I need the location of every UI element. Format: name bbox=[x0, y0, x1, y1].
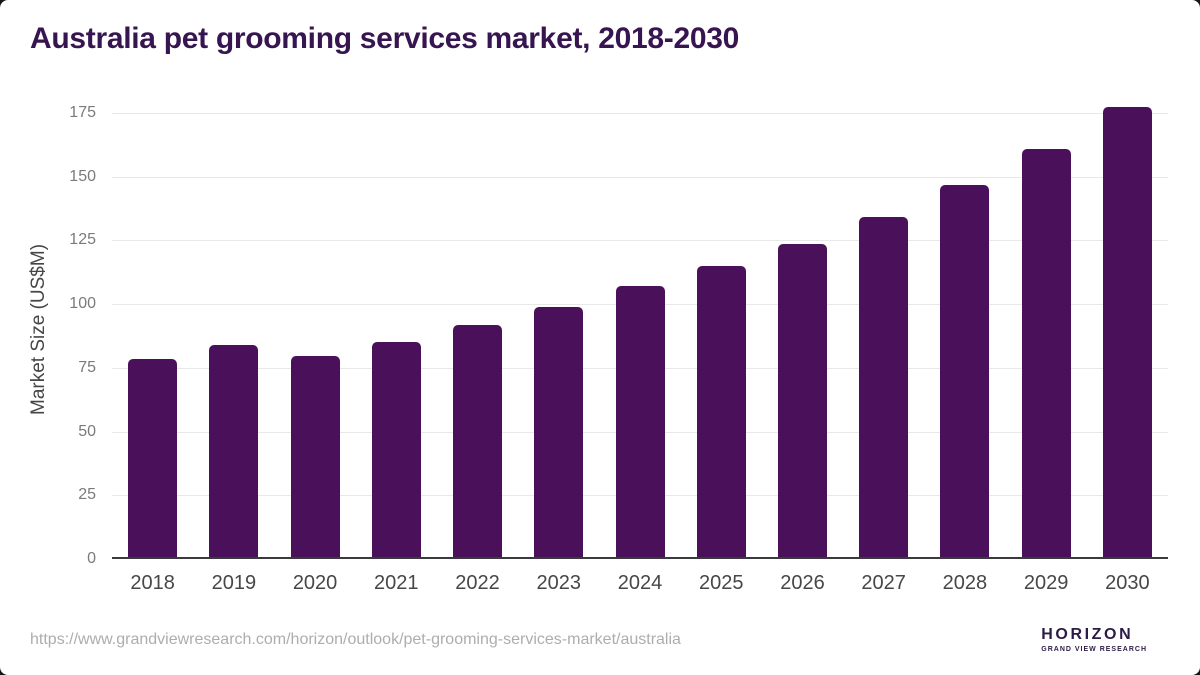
x-tick-label-2028: 2028 bbox=[942, 572, 988, 594]
horizon-logo: HORIZON GRAND VIEW RESEARCH bbox=[995, 620, 1147, 658]
x-tick-label-2021: 2021 bbox=[374, 572, 419, 594]
x-tick-label-2019: 2019 bbox=[211, 572, 257, 594]
logo-subtitle: GRAND VIEW RESEARCH bbox=[1041, 645, 1147, 653]
water-reflection-icon bbox=[1010, 646, 1019, 649]
bar-2024 bbox=[615, 285, 665, 557]
y-tick-label-125: 125 bbox=[69, 231, 96, 249]
chart-title: Australia pet grooming services market, … bbox=[30, 22, 739, 55]
bar-2021 bbox=[371, 341, 421, 557]
y-tick-label-0: 0 bbox=[87, 550, 96, 567]
bar-2019 bbox=[209, 345, 259, 557]
water-reflection-icon bbox=[1008, 641, 1021, 645]
y-tick-label-25: 25 bbox=[78, 486, 96, 504]
bar-2027 bbox=[859, 217, 909, 557]
logo-text: HORIZON GRAND VIEW RESEARCH bbox=[1041, 626, 1147, 653]
x-tick-label-2018: 2018 bbox=[130, 572, 175, 594]
bar-2023 bbox=[534, 306, 584, 557]
y-tick-label-150: 150 bbox=[69, 167, 96, 185]
x-tick-label-2030: 2030 bbox=[1105, 572, 1150, 594]
bar-2028 bbox=[940, 185, 990, 557]
x-tick-label-2029: 2029 bbox=[1023, 572, 1069, 594]
plot-area: 0 25 50 75 100 125 150 175 2018 2019 2020 2021 2022 2… bbox=[69, 100, 1168, 594]
gridline-y-175 bbox=[112, 112, 1168, 114]
sun-icon bbox=[1006, 631, 1023, 639]
gridline-y-150 bbox=[112, 176, 1168, 178]
bar-2030 bbox=[1102, 107, 1152, 557]
x-tick-label-2022: 2022 bbox=[455, 572, 500, 594]
bar-2025 bbox=[696, 265, 746, 557]
bar-2018 bbox=[128, 358, 178, 557]
x-tick-label-2027: 2027 bbox=[861, 572, 906, 594]
x-tick-label-2025: 2025 bbox=[698, 572, 744, 594]
y-tick-label-100: 100 bbox=[69, 295, 96, 312]
x-tick-label-2020: 2020 bbox=[292, 572, 338, 594]
bar-2026 bbox=[777, 244, 827, 557]
logo-name: HORIZON bbox=[1041, 625, 1134, 643]
x-tick-label-2026: 2026 bbox=[780, 572, 825, 594]
source-url: https://www.grandviewresearch.com/horizo… bbox=[30, 631, 681, 648]
x-tick-label-2024: 2024 bbox=[617, 572, 663, 594]
gridline-y-125 bbox=[112, 240, 1168, 242]
y-tick-label-75: 75 bbox=[78, 358, 96, 376]
x-tick-label-2023: 2023 bbox=[536, 572, 582, 594]
horizon-sun-over-water-icon bbox=[995, 620, 1033, 658]
bar-2029 bbox=[1021, 149, 1071, 557]
bar-2022 bbox=[453, 325, 503, 557]
bar-2020 bbox=[290, 355, 340, 557]
y-tick-label-50: 50 bbox=[78, 422, 96, 440]
y-tick-label-175: 175 bbox=[69, 103, 96, 121]
